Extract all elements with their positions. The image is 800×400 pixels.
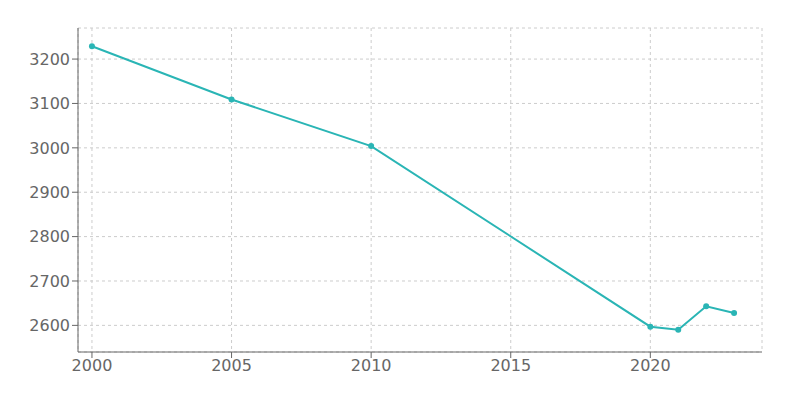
svg-text:3200: 3200 xyxy=(29,50,70,69)
svg-text:2020: 2020 xyxy=(630,356,671,375)
svg-text:3000: 3000 xyxy=(29,139,70,158)
svg-text:2005: 2005 xyxy=(211,356,252,375)
svg-text:2015: 2015 xyxy=(490,356,531,375)
svg-text:2000: 2000 xyxy=(72,356,113,375)
svg-text:2600: 2600 xyxy=(29,316,70,335)
svg-text:2800: 2800 xyxy=(29,227,70,246)
svg-text:2900: 2900 xyxy=(29,183,70,202)
svg-text:3100: 3100 xyxy=(29,94,70,113)
svg-text:2700: 2700 xyxy=(29,272,70,291)
svg-text:2010: 2010 xyxy=(351,356,392,375)
